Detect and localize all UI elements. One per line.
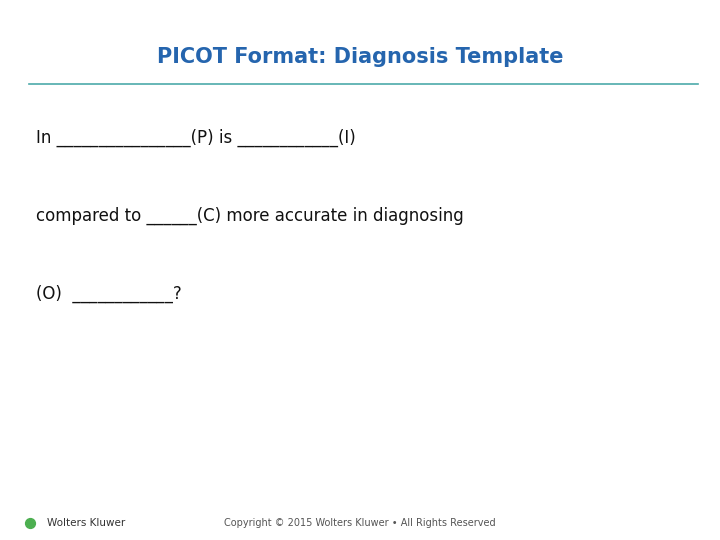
- Text: Copyright © 2015 Wolters Kluwer • All Rights Reserved: Copyright © 2015 Wolters Kluwer • All Ri…: [224, 518, 496, 528]
- Text: PICOT Format: Diagnosis Template: PICOT Format: Diagnosis Template: [157, 46, 563, 67]
- Point: [24, 518, 36, 527]
- Text: (O)  ____________?: (O) ____________?: [36, 285, 181, 303]
- Text: Wolters Kluwer: Wolters Kluwer: [47, 518, 125, 528]
- Text: compared to ______(C) more accurate in diagnosing: compared to ______(C) more accurate in d…: [36, 207, 464, 225]
- Text: In ________________(P) is ____________(I): In ________________(P) is ____________(I…: [36, 129, 356, 147]
